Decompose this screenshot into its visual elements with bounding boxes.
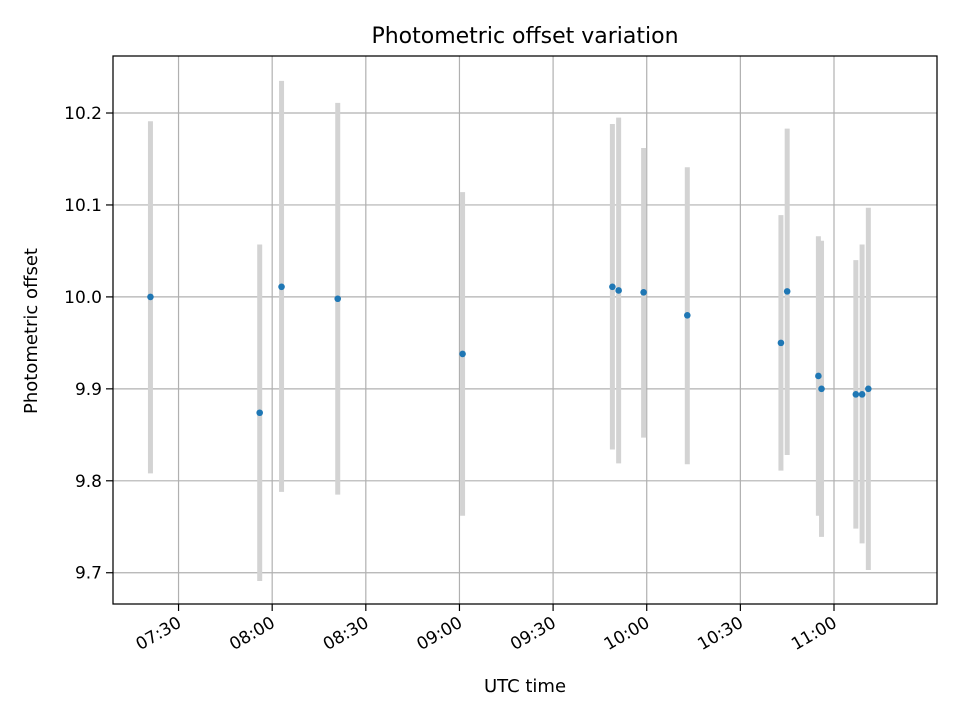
data-point [609, 283, 616, 291]
data-point [147, 293, 154, 301]
x-axis-label: UTC time [484, 676, 566, 697]
data-point [865, 385, 872, 393]
data-point [640, 289, 647, 296]
y-tick-label: 10.1 [64, 196, 102, 216]
data-point [459, 350, 466, 358]
y-tick-label: 10.0 [64, 288, 102, 308]
y-tick-label: 9.8 [75, 472, 102, 492]
y-axis-label: Photometric offset [21, 248, 42, 414]
data-point [256, 409, 263, 417]
y-tick-label: 10.2 [64, 104, 102, 124]
data-point [777, 339, 785, 347]
data-points [147, 283, 872, 417]
data-point [818, 385, 825, 393]
plot-frame [112, 55, 938, 605]
grid-lines [113, 56, 937, 604]
chart-title: Photometric offset variation [371, 24, 678, 49]
data-point [334, 295, 342, 303]
y-axis-ticks: 9.7 9.8 9.9 10.0 10.1 10.2 [64, 104, 113, 584]
y-tick-label: 9.7 [75, 564, 102, 584]
data-point [858, 391, 866, 398]
y-tick-label: 9.9 [75, 380, 102, 400]
data-point [684, 311, 691, 319]
data-point [783, 288, 791, 295]
data-point [815, 372, 822, 380]
data-point [615, 287, 622, 294]
data-point [852, 391, 860, 398]
data-point [278, 283, 285, 291]
